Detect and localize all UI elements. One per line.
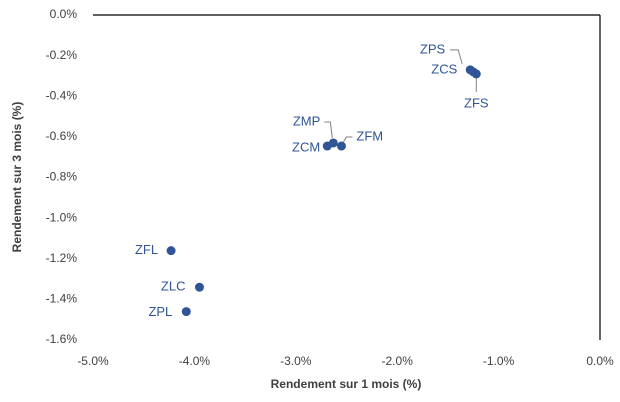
y-tick-label: 0.0% bbox=[50, 7, 78, 21]
point-label: ZFL bbox=[135, 242, 158, 257]
x-tick-label: -2.0% bbox=[382, 354, 414, 368]
y-tick-label: -1.6% bbox=[46, 332, 78, 346]
point-label: ZMP bbox=[293, 113, 320, 128]
point-label: ZCS bbox=[431, 61, 457, 76]
point bbox=[194, 282, 204, 292]
y-tick-label: -0.4% bbox=[46, 88, 78, 102]
x-tick-label: 0.0% bbox=[586, 354, 614, 368]
point bbox=[181, 307, 191, 317]
y-axis-title: Rendement sur 3 mois (%) bbox=[10, 102, 24, 253]
point bbox=[166, 246, 176, 256]
point-label: ZPL bbox=[148, 304, 172, 319]
x-tick-label: -5.0% bbox=[77, 354, 109, 368]
leader-line bbox=[450, 49, 463, 64]
y-tick-label: -0.2% bbox=[46, 48, 78, 62]
y-tick-label: -1.0% bbox=[46, 210, 78, 224]
point-label: ZCM bbox=[292, 139, 320, 154]
point-label: ZFS bbox=[464, 95, 489, 110]
point bbox=[322, 141, 332, 151]
x-axis-title: Rendement sur 1 mois (%) bbox=[271, 377, 422, 391]
x-tick-label: -1.0% bbox=[483, 354, 515, 368]
point-label: ZLC bbox=[161, 279, 186, 294]
x-tick-label: -4.0% bbox=[179, 354, 211, 368]
point-label: ZPS bbox=[420, 41, 446, 56]
point bbox=[471, 69, 481, 79]
y-tick-label: -1.2% bbox=[46, 251, 78, 265]
point bbox=[336, 141, 346, 151]
x-tick-label: -3.0% bbox=[280, 354, 312, 368]
y-tick-label: -0.6% bbox=[46, 129, 78, 143]
point-label: ZFM bbox=[356, 128, 383, 143]
y-tick-label: -0.8% bbox=[46, 170, 78, 184]
y-tick-label: -1.4% bbox=[46, 292, 78, 306]
leader-line bbox=[343, 136, 353, 143]
leader-line bbox=[324, 121, 333, 139]
